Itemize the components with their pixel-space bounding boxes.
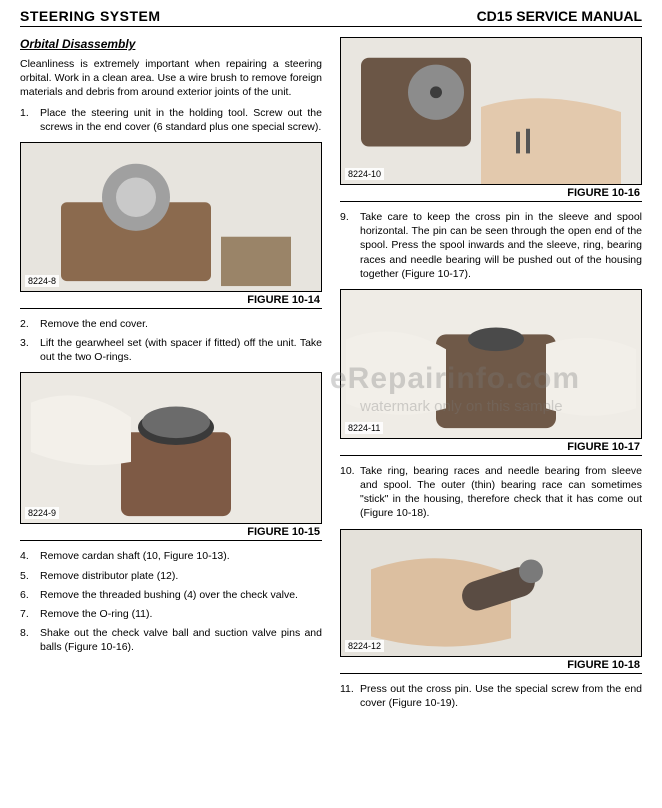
step-number: 9. <box>340 210 360 281</box>
figure-10-17: 8224-11 FIGURE 10-17 <box>340 289 642 456</box>
step-text: Remove distributor plate (12). <box>40 569 322 583</box>
step-number: 1. <box>20 106 40 134</box>
step-text: Remove cardan shaft (10, Figure 10-13). <box>40 549 322 563</box>
photo-placeholder-icon <box>341 290 641 438</box>
step-number: 8. <box>20 626 40 654</box>
two-column-layout: Orbital Disassembly Cleanliness is extre… <box>20 37 642 715</box>
step-item: 11. Press out the cross pin. Use the spe… <box>340 682 642 710</box>
step-number: 6. <box>20 588 40 602</box>
steps-group-right-a: 9. Take care to keep the cross pin in th… <box>340 210 642 281</box>
figure-id: 8224-9 <box>25 507 59 519</box>
header-section-title: STEERING SYSTEM <box>20 8 161 24</box>
step-number: 2. <box>20 317 40 331</box>
figure-10-18: 8224-12 FIGURE 10-18 <box>340 529 642 674</box>
step-number: 11. <box>340 682 360 710</box>
step-item: 1. Place the steering unit in the holdin… <box>20 106 322 134</box>
steps-group-right-b: 10. Take ring, bearing races and needle … <box>340 464 642 521</box>
right-column: 8224-10 FIGURE 10-16 9. Take care to kee… <box>340 37 642 715</box>
step-item: 8. Shake out the check valve ball and su… <box>20 626 322 654</box>
figure-image: 8224-11 <box>340 289 642 439</box>
step-item: 2. Remove the end cover. <box>20 317 322 331</box>
step-text: Remove the threaded bushing (4) over the… <box>40 588 322 602</box>
figure-caption: FIGURE 10-18 <box>340 657 642 674</box>
figure-caption: FIGURE 10-17 <box>340 439 642 456</box>
step-item: 10. Take ring, bearing races and needle … <box>340 464 642 521</box>
photo-placeholder-icon <box>21 143 321 291</box>
steps-group-b: 2. Remove the end cover. 3. Lift the gea… <box>20 317 322 365</box>
steps-group-right-c: 11. Press out the cross pin. Use the spe… <box>340 682 642 710</box>
step-text: Remove the O-ring (11). <box>40 607 322 621</box>
step-item: 7. Remove the O-ring (11). <box>20 607 322 621</box>
photo-placeholder-icon <box>341 530 641 656</box>
figure-id: 8224-11 <box>345 422 383 434</box>
steps-group-c: 4. Remove cardan shaft (10, Figure 10-13… <box>20 549 322 654</box>
figure-image: 8224-12 <box>340 529 642 657</box>
figure-10-14: 8224-8 FIGURE 10-14 <box>20 142 322 309</box>
section-heading: Orbital Disassembly <box>20 37 322 51</box>
step-item: 5. Remove distributor plate (12). <box>20 569 322 583</box>
step-text: Remove the end cover. <box>40 317 322 331</box>
step-item: 9. Take care to keep the cross pin in th… <box>340 210 642 281</box>
intro-paragraph: Cleanliness is extremely important when … <box>20 57 322 100</box>
figure-id: 8224-10 <box>345 168 384 180</box>
steps-group-a: 1. Place the steering unit in the holdin… <box>20 106 322 134</box>
step-number: 5. <box>20 569 40 583</box>
figure-id: 8224-8 <box>25 275 59 287</box>
figure-image: 8224-8 <box>20 142 322 292</box>
figure-caption: FIGURE 10-14 <box>20 292 322 309</box>
figure-10-16: 8224-10 FIGURE 10-16 <box>340 37 642 202</box>
step-number: 7. <box>20 607 40 621</box>
figure-caption: FIGURE 10-16 <box>340 185 642 202</box>
figure-caption: FIGURE 10-15 <box>20 524 322 541</box>
figure-id: 8224-12 <box>345 640 384 652</box>
step-number: 4. <box>20 549 40 563</box>
step-item: 6. Remove the threaded bushing (4) over … <box>20 588 322 602</box>
step-text: Lift the gearwheel set (with spacer if f… <box>40 336 322 364</box>
page-header: STEERING SYSTEM CD15 SERVICE MANUAL <box>20 8 642 27</box>
step-text: Shake out the check valve ball and sucti… <box>40 626 322 654</box>
figure-image: 8224-10 <box>340 37 642 185</box>
step-number: 10. <box>340 464 360 521</box>
photo-placeholder-icon <box>341 38 641 184</box>
step-number: 3. <box>20 336 40 364</box>
step-text: Place the steering unit in the holding t… <box>40 106 322 134</box>
figure-10-15: 8224-9 FIGURE 10-15 <box>20 372 322 541</box>
left-column: Orbital Disassembly Cleanliness is extre… <box>20 37 322 715</box>
step-text: Take care to keep the cross pin in the s… <box>360 210 642 281</box>
header-manual-title: CD15 SERVICE MANUAL <box>477 8 642 24</box>
step-item: 4. Remove cardan shaft (10, Figure 10-13… <box>20 549 322 563</box>
step-text: Press out the cross pin. Use the special… <box>360 682 642 710</box>
step-item: 3. Lift the gearwheel set (with spacer i… <box>20 336 322 364</box>
figure-image: 8224-9 <box>20 372 322 524</box>
step-text: Take ring, bearing races and needle bear… <box>360 464 642 521</box>
photo-placeholder-icon <box>21 373 321 523</box>
